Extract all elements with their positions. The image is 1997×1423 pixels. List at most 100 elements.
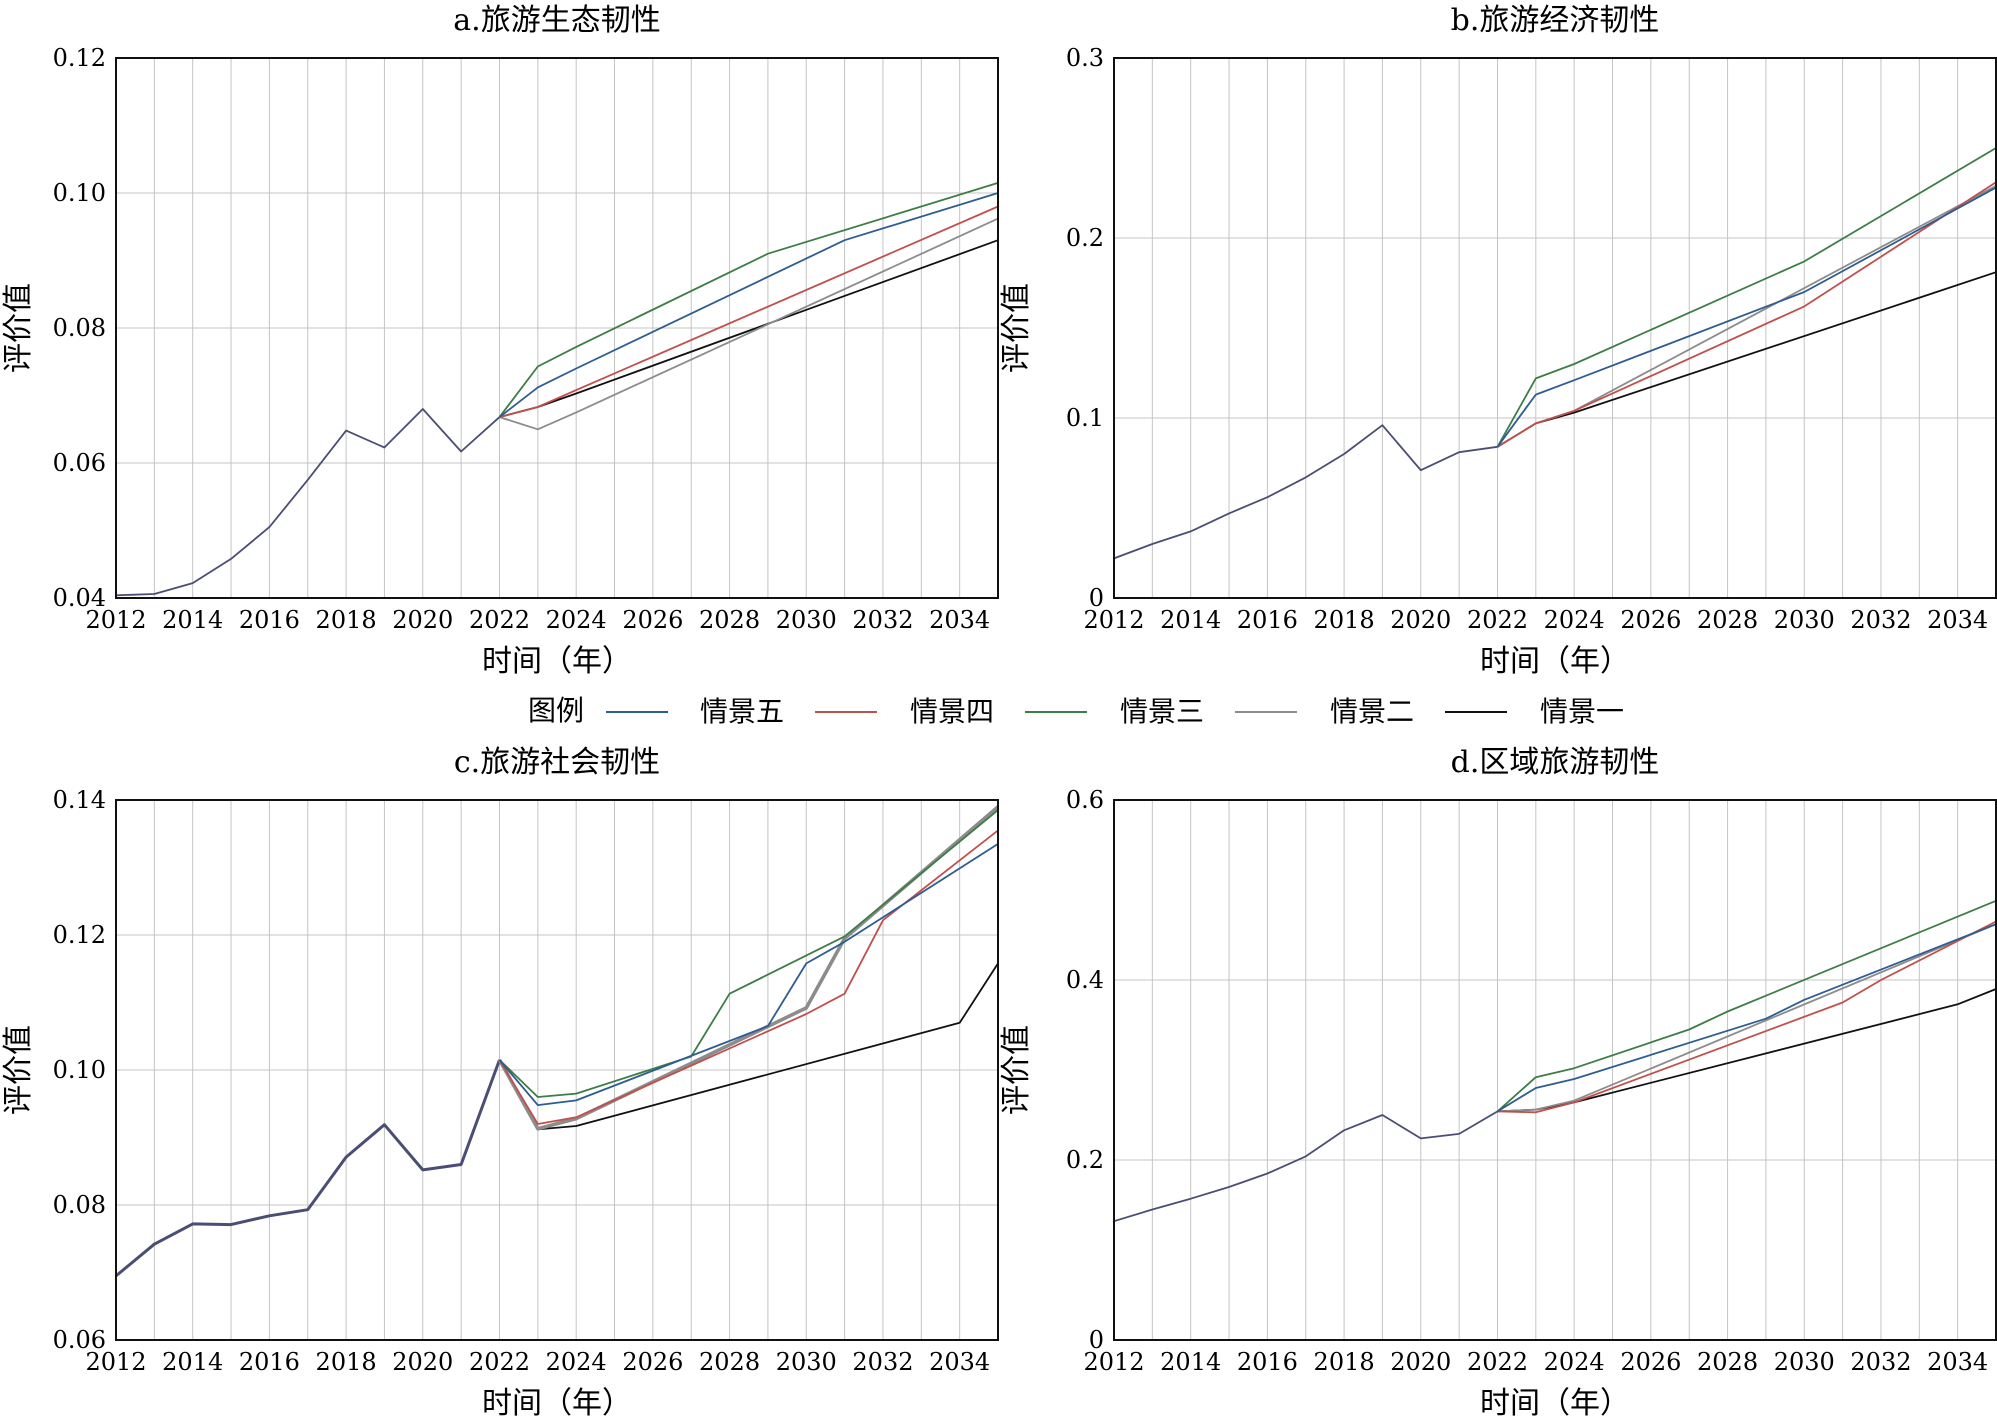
series-line-情景一 [498, 962, 999, 1131]
series-line-情景三 [1496, 147, 1997, 448]
legend-item: 情景四 [815, 695, 994, 728]
x-tick-label: 2012 [85, 1348, 146, 1376]
x-tick-label: 2020 [392, 606, 453, 634]
chart-panel-1: 0.04 0.06 0.08 0.10 0.12 2012 2014 2016 2018 2020… [1, 3, 999, 679]
x-tick-label: 2020 [392, 1348, 453, 1376]
y-tick-label: 0.10 [53, 1056, 106, 1084]
y-tick-label: 0 [1089, 1326, 1104, 1354]
y-tick-label: 0 [1089, 584, 1104, 612]
y-tick-label: 0.1 [1066, 404, 1104, 432]
y-tick-label: 0.12 [53, 921, 106, 949]
legend-label: 情景一 [1540, 695, 1624, 728]
series-line-情景三 [1496, 899, 1997, 1113]
x-tick-label: 2028 [1697, 606, 1758, 634]
y-axis-title: 评价值 [1, 283, 36, 373]
plot-frame [115, 799, 999, 1341]
legend: 图例 情景五 情景四 情景三 情景二 情景一 [528, 694, 1624, 728]
series-line-情景二 [1497, 923, 1997, 1113]
x-tick-label: 2030 [1774, 1348, 1835, 1376]
legend-item: 情景五 [606, 695, 784, 728]
x-tick-label: 2030 [1774, 606, 1835, 634]
x-tick-label: 2030 [776, 606, 837, 634]
series-line-情景五 [498, 192, 999, 418]
x-tick-label: 2016 [1237, 1348, 1298, 1376]
x-tick-label: 2014 [162, 606, 223, 634]
y-tick-label: 0.10 [53, 179, 106, 207]
x-tick-label: 2016 [1237, 606, 1298, 634]
series-line-情景四 [1497, 920, 1997, 1114]
plot-frame [1113, 57, 1997, 599]
x-tick-label: 2012 [85, 606, 146, 634]
x-tick-label: 2034 [1927, 606, 1988, 634]
series-line-情景三 [498, 182, 999, 418]
x-tick-label: 2024 [1544, 1348, 1605, 1376]
chart-panel-2: 0 0.1 0.2 0.3 2012 2014 2016 2018 2020 2022 2024 20… [999, 3, 1997, 679]
x-tick-label: 2024 [546, 606, 607, 634]
panel-title: a.旅游生态韧性 [453, 3, 660, 38]
x-tick-label: 2020 [1390, 1348, 1451, 1376]
plot-frame [1113, 799, 1997, 1341]
series-line-情景四 [498, 829, 999, 1125]
legend-item: 情景二 [1235, 695, 1414, 728]
series-line-history [115, 1059, 501, 1278]
legend-label: 情景五 [700, 695, 784, 728]
x-tick-label: 2024 [1544, 606, 1605, 634]
series-line-情景五 [1497, 923, 1997, 1113]
x-tick-label: 2014 [162, 1348, 223, 1376]
x-tick-label: 2026 [1620, 1348, 1681, 1376]
legend-items: 情景五 情景四 情景三 情景二 情景一 [606, 695, 1624, 728]
x-tick-label: 2020 [1390, 606, 1451, 634]
legend-item: 情景三 [1025, 695, 1204, 728]
y-axis-title: 评价值 [1, 1025, 36, 1115]
x-tick-label: 2022 [469, 606, 530, 634]
x-tick-label: 2018 [1314, 1348, 1375, 1376]
series-line-history [1113, 1110, 1498, 1223]
x-tick-label: 2032 [852, 1348, 913, 1376]
legend-label: 情景三 [1120, 695, 1204, 728]
series-line-情景五 [1496, 186, 1997, 448]
series-line-情景四 [1497, 181, 1997, 448]
panel-title: b.旅游经济韧性 [1451, 3, 1660, 38]
y-tick-label: 0.08 [53, 314, 106, 342]
series-line-情景一 [1497, 988, 1997, 1113]
panel-title: d.区域旅游韧性 [1451, 745, 1660, 780]
y-axis-title: 评价值 [999, 283, 1034, 373]
series-line-情景五 [498, 843, 999, 1106]
x-tick-label: 2018 [316, 1348, 377, 1376]
x-tick-label: 2018 [1314, 606, 1375, 634]
x-tick-label: 2022 [1467, 1348, 1528, 1376]
x-tick-label: 2026 [622, 606, 683, 634]
x-tick-label: 2034 [929, 606, 990, 634]
legend-label: 情景二 [1330, 695, 1414, 728]
y-tick-label: 0.14 [53, 786, 106, 814]
y-tick-label: 0.08 [53, 1191, 106, 1219]
y-tick-label: 0.2 [1066, 224, 1104, 252]
x-tick-label: 2014 [1160, 606, 1221, 634]
series-line-情景二 [499, 217, 999, 431]
x-tick-label: 2024 [546, 1348, 607, 1376]
y-tick-label: 0.4 [1066, 966, 1104, 994]
chart-panel-4: 0 0.2 0.4 0.6 2012 2014 2016 2018 2020 2022 2024 20… [999, 745, 1997, 1421]
x-tick-label: 2032 [852, 606, 913, 634]
x-tick-label: 2028 [699, 606, 760, 634]
x-tick-label: 2012 [1083, 606, 1144, 634]
legend-title: 图例 [528, 694, 584, 727]
y-tick-label: 0.12 [53, 44, 106, 72]
y-tick-label: 0.06 [53, 449, 106, 477]
x-tick-label: 2032 [1850, 606, 1911, 634]
x-tick-label: 2026 [622, 1348, 683, 1376]
y-tick-label: 0.06 [53, 1326, 106, 1354]
series-line-情景二 [1497, 185, 1997, 448]
x-axis-title: 时间（年） [1480, 1386, 1630, 1421]
series-line-情景三 [498, 809, 999, 1098]
x-tick-label: 2022 [469, 1348, 530, 1376]
x-axis-title: 时间（年） [482, 1386, 632, 1421]
plot-frame [115, 57, 999, 599]
panel-title: c.旅游社会韧性 [454, 745, 660, 780]
series-line-history [1113, 424, 1498, 560]
x-tick-label: 2016 [239, 606, 300, 634]
x-axis-title: 时间（年） [482, 644, 632, 679]
x-tick-label: 2034 [1927, 1348, 1988, 1376]
